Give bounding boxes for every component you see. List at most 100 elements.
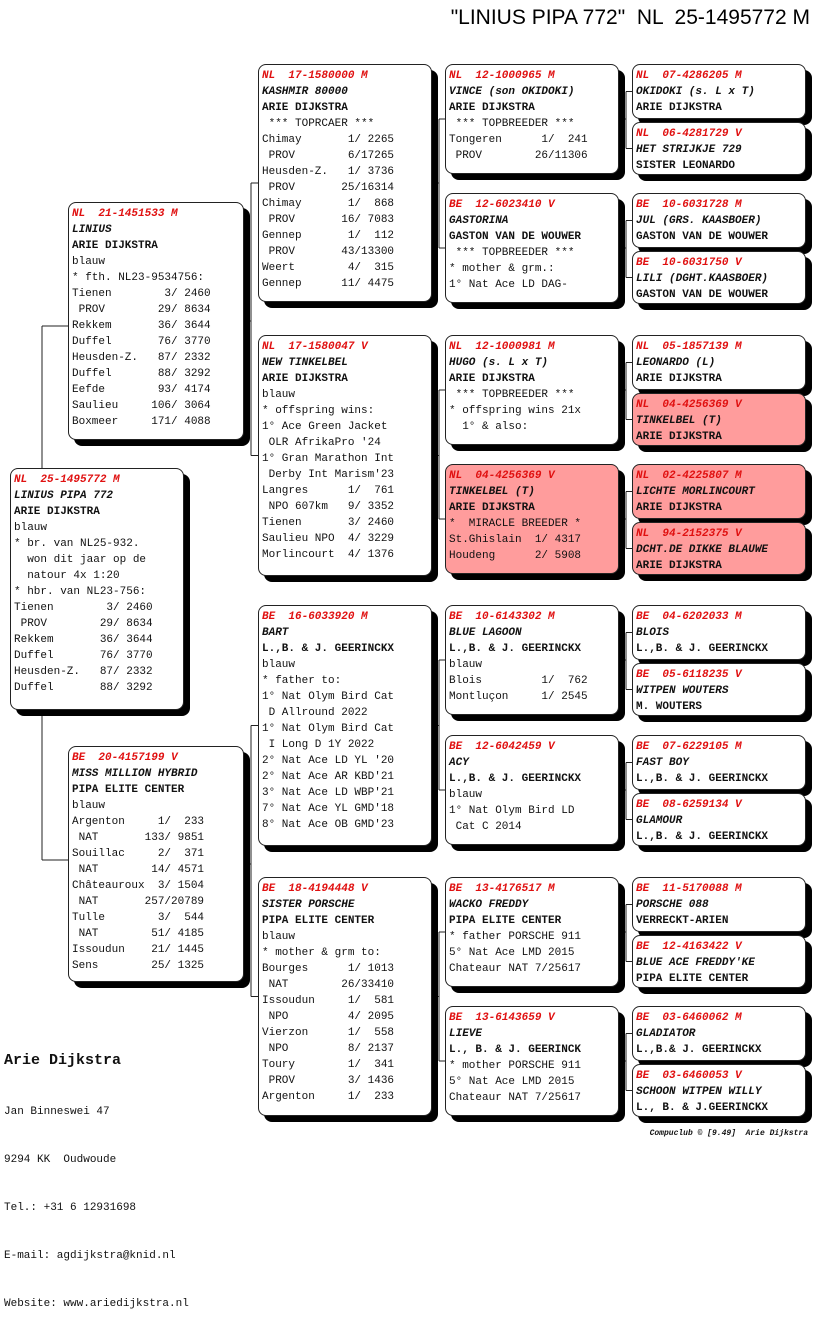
ancestor-card: BE 18-4194448 V SISTER PORSCHE PIPA ELITE … — [258, 877, 432, 1116]
info-line: Saulieu NPO 4/ 3229 — [262, 533, 395, 545]
ancestor-card: BE 03-6460062 M GLADIATOR L.,B.& J. GEERIN… — [632, 1006, 806, 1061]
ancestor-card: BE 16-6033920 M BART L.,B. & J. GEERINCKX b… — [258, 605, 432, 846]
ring-number: NL 17-1580047 V — [262, 341, 368, 353]
owner-name: ARIE DIJKSTRA — [262, 373, 348, 385]
info-line: Argenton 1/ 233 — [262, 1091, 395, 1103]
info-line: PROV 6/17265 — [262, 150, 395, 162]
ring-number: NL 25-1495772 M — [14, 474, 120, 486]
ancestor-card: BE 07-6229105 M FAST BOY L.,B. & J. GEERIN… — [632, 735, 806, 790]
pigeon-name: JUL (GRS. KAASBOER) — [636, 215, 762, 227]
info-line: natour 4x 1:20 — [14, 570, 120, 582]
ring-number: BE 20-4157199 V — [72, 752, 178, 764]
pigeon-name: LILI (DGHT.KAASBOER) — [636, 273, 769, 285]
pigeon-name: GLADIATOR — [636, 1028, 696, 1040]
owner-name: SISTER LEONARDO — [636, 160, 736, 172]
pigeon-name: TINKELBEL (T) — [636, 415, 722, 427]
info-line: blauw — [14, 522, 48, 534]
info-line: PROV 16/ 7083 — [262, 214, 395, 226]
pigeon-name: HET STRIJKJE 729 — [636, 144, 742, 156]
info-line: Duffel 76/ 3770 — [14, 650, 153, 662]
ancestor-card: BE 13-6143659 V LIEVE L., B. & J. GEERINCK… — [445, 1006, 619, 1116]
ring-number: NL 02-4225807 M — [636, 470, 742, 482]
owner-name: ARIE DIJKSTRA — [262, 102, 348, 114]
info-line: * father PORSCHE 911 — [449, 931, 582, 943]
ancestor-card: NL 17-1580000 M KASHMIR 80000 ARIE DIJKSTR… — [258, 64, 432, 302]
ring-number: BE 03-6460062 M — [636, 1012, 742, 1024]
pigeon-name: PORSCHE 088 — [636, 899, 709, 911]
info-line: 1° Nat Ace LD DAG- — [449, 279, 568, 291]
pigeon-name: BLUE LAGOON — [449, 627, 522, 639]
owner-name: ARIE DIJKSTRA — [449, 373, 535, 385]
info-line: NAT 51/ 4185 — [72, 928, 205, 940]
info-line: Morlincourt 4/ 1376 — [262, 549, 395, 561]
breeder-email[interactable]: E-mail: agdijkstra@knid.nl — [4, 1250, 176, 1262]
info-line: blauw — [262, 931, 296, 943]
ring-number: NL 94-2152375 V — [636, 528, 742, 540]
info-line: Tienen 3/ 2460 — [14, 602, 153, 614]
ancestor-card: BE 05-6118235 V WITPEN WOUTERS M. WOUTERS — [632, 663, 806, 716]
ring-number: BE 07-6229105 M — [636, 741, 742, 753]
info-line: NAT 14/ 4571 — [72, 864, 205, 876]
info-line: NAT 257/20789 — [72, 896, 205, 908]
owner-name: PIPA ELITE CENTER — [449, 915, 562, 927]
info-line: Duffel 88/ 3292 — [72, 368, 211, 380]
info-line: Sens 25/ 1325 — [72, 960, 205, 972]
info-line: *** TOPRCAER *** — [262, 118, 375, 130]
pigeon-name: MISS MILLION HYBRID — [72, 768, 198, 780]
info-line: Langres 1/ 761 — [262, 485, 395, 497]
ancestor-card: NL 94-2152375 V DCHT.DE DIKKE BLAUWE ARIE … — [632, 522, 806, 575]
info-line: * mother PORSCHE 911 — [449, 1060, 582, 1072]
info-line: blauw — [262, 659, 296, 671]
info-line: *** TOPBREEDER *** — [449, 389, 575, 401]
info-line: Chimay 1/ 2265 — [262, 134, 395, 146]
ancestor-card: NL 04-4256369 V TINKELBEL (T) ARIE DIJKSTR… — [632, 393, 806, 446]
ancestor-card: BE 10-6031728 M JUL (GRS. KAASBOER) GASTON… — [632, 193, 806, 248]
pigeon-name: FAST BOY — [636, 757, 689, 769]
info-line: PROV 29/ 8634 — [72, 304, 211, 316]
ring-number: BE 12-6023410 V — [449, 199, 555, 211]
info-line: 1° Nat Olym Bird Cat — [262, 691, 395, 703]
ancestor-card: BE 12-6023410 V GASTORINA GASTON VAN DE WO… — [445, 193, 619, 303]
pigeon-name: GASTORINA — [449, 215, 509, 227]
ancestor-card: NL 02-4225807 M LICHTE MORLINCOURT ARIE DI… — [632, 464, 806, 519]
info-line: NPO 607km 9/ 3352 — [262, 501, 395, 513]
ancestor-card: BE 08-6259134 V GLAMOUR L.,B. & J. GEERINC… — [632, 793, 806, 846]
pigeon-name: NEW TINKELBEL — [262, 357, 348, 369]
breeder-website[interactable]: Website: www.ariedijkstra.nl — [4, 1298, 189, 1310]
pigeon-name: LINIUS PIPA 772 — [14, 490, 114, 502]
ring-number: BE 03-6460053 V — [636, 1070, 742, 1082]
ring-number: BE 12-6042459 V — [449, 741, 555, 753]
pigeon-name: GLAMOUR — [636, 815, 683, 827]
ring-number: BE 13-6143659 V — [449, 1012, 555, 1024]
info-line: PROV 43/13300 — [262, 246, 395, 258]
info-line: 8° Nat Ace OB GMD'23 — [262, 819, 395, 831]
info-line: Chateaur NAT 7/25617 — [449, 963, 582, 975]
pigeon-name: LINIUS — [72, 224, 112, 236]
ring-number: BE 11-5170088 M — [636, 883, 742, 895]
owner-name: ARIE DIJKSTRA — [636, 431, 722, 443]
ring-number: NL 12-1000981 M — [449, 341, 555, 353]
owner-name: GASTON VAN DE WOUWER — [636, 289, 769, 301]
info-line: Tienen 3/ 2460 — [262, 517, 395, 529]
owner-name: L., B. & J.GEERINCKX — [636, 1102, 769, 1114]
info-line: * MIRACLE BREEDER * — [449, 518, 582, 530]
info-line: Montluçon 1/ 2545 — [449, 691, 588, 703]
ancestor-card: BE 12-4163422 V BLUE ACE FREDDY'KE PIPA EL… — [632, 935, 806, 988]
breeder-contact: Arie Dijkstra Jan Binneswei 47 9294 KK O… — [4, 1018, 189, 1328]
ancestor-card: BE 10-6143302 M BLUE LAGOON L.,B. & J. GEE… — [445, 605, 619, 715]
ancestor-card: BE 13-4176517 M WACKO FREDDY PIPA ELITE CE… — [445, 877, 619, 987]
pigeon-name: ACY — [449, 757, 469, 769]
pedigree-connector-lines — [41, 91, 632, 1091]
owner-name: ARIE DIJKSTRA — [14, 506, 100, 518]
info-line: Issoudun 1/ 581 — [262, 995, 395, 1007]
owner-name: L.,B. & J. GEERINCKX — [636, 643, 769, 655]
owner-name: GASTON VAN DE WOUWER — [449, 231, 582, 243]
breeder-address: Jan Binneswei 47 — [4, 1106, 110, 1118]
pigeon-name: HUGO (s. L x T) — [449, 357, 549, 369]
info-line: 5° Nat Ace LMD 2015 — [449, 1076, 575, 1088]
pigeon-name: OKIDOKI (s. L x T) — [636, 86, 755, 98]
pigeon-name: LIEVE — [449, 1028, 483, 1040]
info-line: 2° Nat Ace AR KBD'21 — [262, 771, 395, 783]
pigeon-name: LEONARDO (L) — [636, 357, 716, 369]
info-line: blauw — [449, 789, 483, 801]
